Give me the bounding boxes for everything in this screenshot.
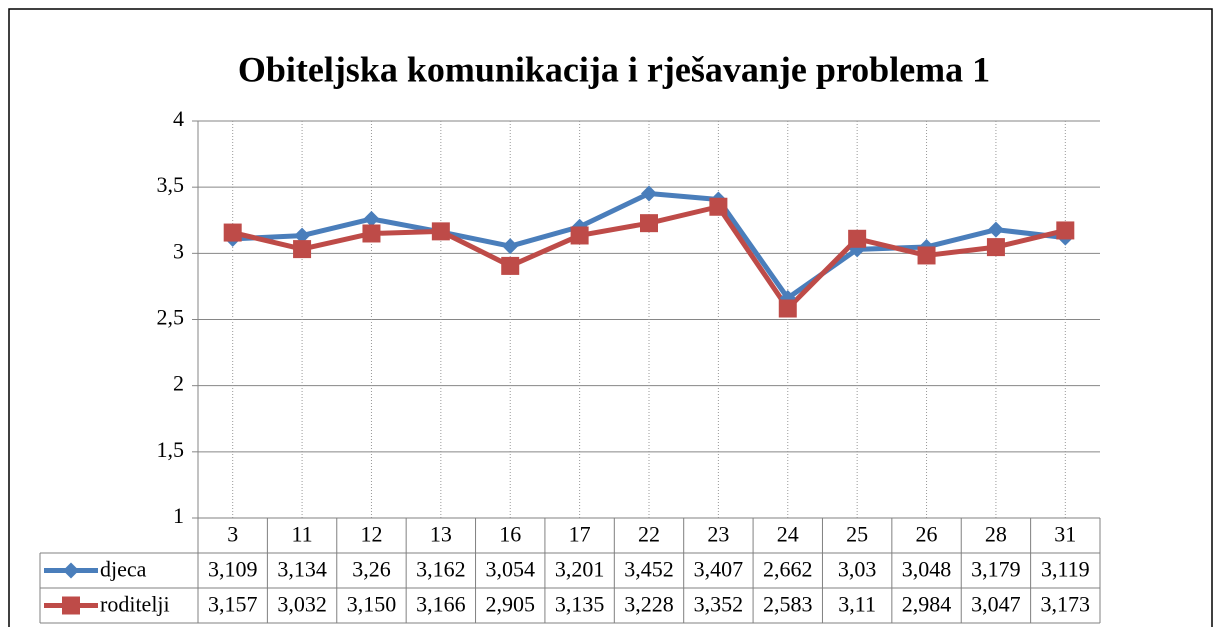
y-tick-label: 1 (173, 503, 184, 528)
table-value: 3,134 (277, 557, 327, 582)
table-value: 3,352 (694, 592, 744, 617)
table-value: 2,905 (485, 592, 535, 617)
y-tick-label: 2,5 (157, 305, 185, 330)
y-tick-label: 4 (173, 106, 184, 131)
chart-border (8, 8, 1213, 627)
table-value: 3,11 (838, 592, 876, 617)
table-value: 3,166 (416, 592, 466, 617)
x-tick-label: 11 (291, 522, 312, 547)
x-tick-label: 25 (846, 522, 868, 547)
table-value: 3,054 (485, 557, 535, 582)
marker (778, 299, 797, 318)
x-tick-label: 31 (1054, 522, 1076, 547)
table-value: 3,407 (694, 557, 744, 582)
marker (62, 596, 80, 615)
y-tick-label: 1,5 (157, 437, 185, 462)
marker (63, 562, 79, 579)
x-tick-label: 22 (638, 522, 660, 547)
table-value: 3,109 (208, 557, 258, 582)
marker (709, 197, 728, 216)
y-tick-label: 2 (173, 371, 184, 396)
table-value: 2,662 (763, 557, 813, 582)
table-value: 3,173 (1041, 592, 1091, 617)
x-tick-label: 16 (499, 522, 521, 547)
marker (293, 240, 312, 259)
table-value: 3,048 (902, 557, 952, 582)
marker (570, 226, 589, 245)
marker (986, 238, 1005, 257)
marker (431, 222, 450, 241)
marker (501, 256, 520, 275)
marker (848, 229, 867, 248)
y-tick-label: 3,5 (157, 172, 185, 197)
x-tick-label: 28 (985, 522, 1007, 547)
x-tick-label: 3 (227, 522, 238, 547)
marker (362, 224, 381, 243)
marker (502, 238, 519, 255)
table-value: 3,03 (838, 557, 877, 582)
table-value: 3,135 (555, 592, 605, 617)
table-value: 3,047 (971, 592, 1021, 617)
x-tick-label: 24 (777, 522, 799, 547)
table-value: 3,157 (208, 592, 258, 617)
table-value: 3,119 (1041, 557, 1090, 582)
table-value: 2,984 (902, 592, 952, 617)
marker (294, 227, 311, 244)
table-value: 3,452 (624, 557, 674, 582)
x-tick-label: 23 (707, 522, 729, 547)
marker (640, 214, 658, 233)
marker (223, 223, 242, 242)
table-value: 3,179 (971, 557, 1021, 582)
chart-title: Obiteljska komunikacija i rješavanje pro… (238, 49, 990, 89)
table-value: 3,032 (277, 592, 327, 617)
y-tick-label: 3 (173, 238, 184, 263)
marker (987, 221, 1004, 238)
table-value: 3,150 (347, 592, 397, 617)
table-value: 3,26 (352, 557, 391, 582)
legend-label: djeca (100, 557, 147, 582)
table-value: 2,583 (763, 592, 813, 617)
x-tick-label: 12 (360, 522, 382, 547)
table-value: 3,201 (555, 557, 605, 582)
legend-label: roditelji (100, 592, 170, 617)
marker (1056, 221, 1075, 240)
x-tick-label: 17 (569, 522, 591, 547)
marker (917, 246, 936, 265)
x-tick-label: 13 (430, 522, 452, 547)
x-tick-label: 26 (916, 522, 938, 547)
table-value: 3,162 (416, 557, 466, 582)
table-value: 3,228 (624, 592, 674, 617)
marker (363, 210, 380, 227)
marker (641, 185, 657, 202)
